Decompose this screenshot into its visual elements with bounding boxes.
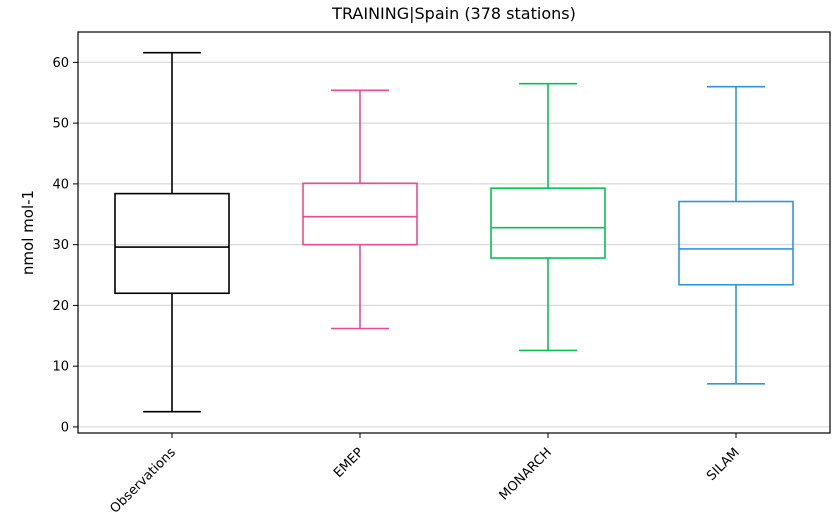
iqr-box xyxy=(302,182,418,246)
y-axis: 0 10 20 30 40 50 60 xyxy=(52,56,78,435)
x-tick-label: EMEP xyxy=(331,445,367,481)
y-tick-label: 30 xyxy=(52,238,69,253)
x-axis: Observations EMEP MONARCH SILAM xyxy=(107,433,743,517)
y-tick-label: 10 xyxy=(52,360,69,375)
y-tick-label: 40 xyxy=(52,177,69,192)
boxes xyxy=(114,51,794,413)
x-tick-label: MONARCH xyxy=(497,445,555,503)
iqr-box xyxy=(678,200,794,286)
grid-lines xyxy=(78,61,830,428)
y-tick-label: 60 xyxy=(52,56,69,71)
y-axis-label: nmol mol-1 xyxy=(19,190,37,275)
iqr-box xyxy=(114,192,230,295)
x-tick-label: Observations xyxy=(107,445,179,517)
iqr-box xyxy=(490,187,606,259)
box-observations xyxy=(114,51,230,413)
box-emep xyxy=(302,89,418,330)
x-tick-label: SILAM xyxy=(704,445,743,484)
box-silam xyxy=(678,85,794,385)
box-monarch xyxy=(490,82,606,352)
chart-title: TRAINING|Spain (378 stations) xyxy=(331,4,576,23)
y-tick-label: 20 xyxy=(52,299,69,314)
plot-frame xyxy=(77,31,831,434)
y-tick-label: 50 xyxy=(52,117,69,132)
y-tick-label: 0 xyxy=(61,420,69,435)
